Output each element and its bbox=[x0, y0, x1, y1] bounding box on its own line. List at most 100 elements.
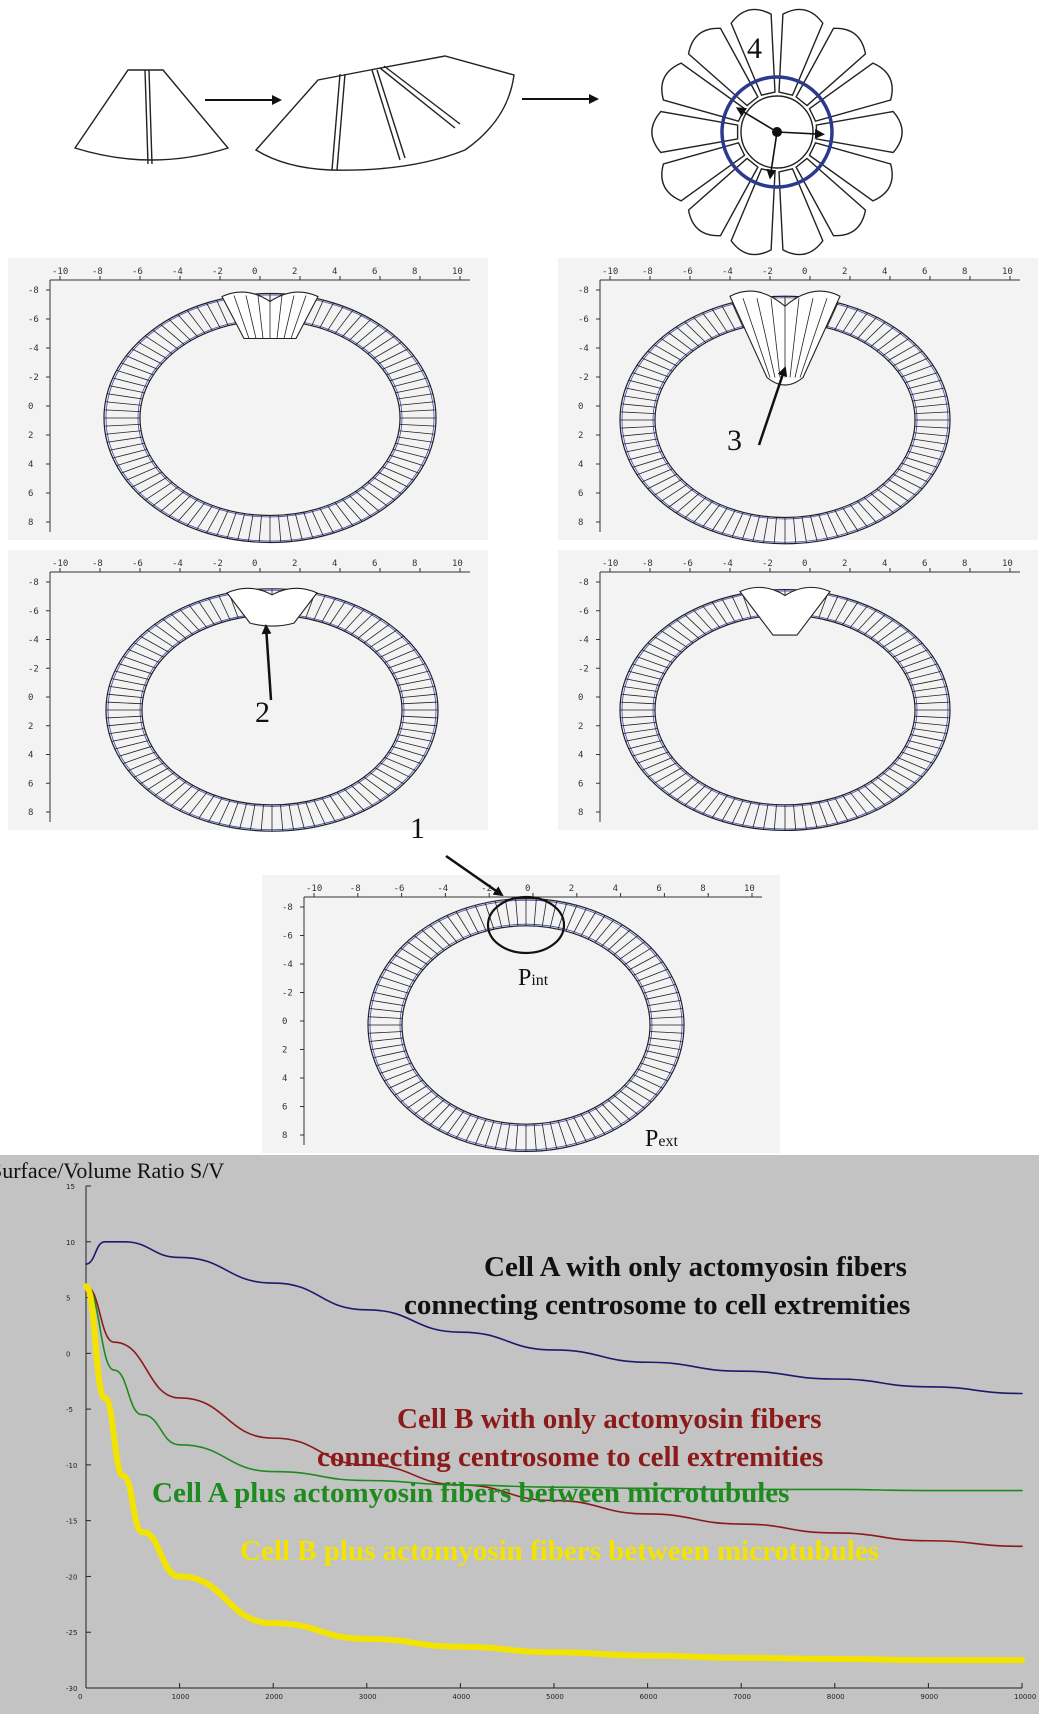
flower-petal-cell bbox=[687, 157, 759, 237]
chart-x-tick-label: 1000 bbox=[172, 1693, 190, 1701]
flower-petal-cell bbox=[808, 62, 893, 122]
invagination-zone bbox=[739, 586, 831, 636]
ring-x-tick-label: -4 bbox=[437, 884, 448, 894]
chart-y-tick-label: -5 bbox=[66, 1406, 73, 1414]
ring-y-tick-label: 0 bbox=[28, 402, 33, 412]
ring-x-tick-label: 6 bbox=[922, 559, 927, 569]
ring-y-tick-label: 8 bbox=[28, 808, 33, 818]
ring-x-tick-label: -2 bbox=[762, 267, 773, 277]
fan-stage-four-cells bbox=[254, 55, 515, 171]
ring-y-tick-label: 4 bbox=[28, 751, 33, 761]
ring-y-tick-label: -8 bbox=[578, 286, 589, 296]
ring-y-tick-label: 0 bbox=[282, 1017, 287, 1027]
centrosome-dot bbox=[772, 127, 782, 137]
ring-x-tick-label: 4 bbox=[332, 267, 337, 277]
chart-background bbox=[0, 1155, 1039, 1714]
invagination-wall bbox=[276, 295, 283, 339]
ring-y-tick-label: 4 bbox=[578, 460, 583, 470]
ring-y-tick-label: 0 bbox=[578, 402, 583, 412]
chart-y-tick-label: -25 bbox=[66, 1629, 77, 1637]
callout-number-1: 1 bbox=[410, 812, 425, 845]
ring-x-tick-label: 2 bbox=[842, 559, 847, 569]
ring-y-tick-label: 4 bbox=[282, 1074, 287, 1084]
ring-y-tick-label: -2 bbox=[28, 373, 39, 383]
flower-petal-cell bbox=[808, 142, 893, 202]
ring-y-tick-label: -8 bbox=[28, 578, 39, 588]
chart-x-tick-label: 5000 bbox=[546, 1693, 564, 1701]
chart-x-tick-label: 8000 bbox=[827, 1693, 845, 1701]
ring-x-tick-label: -4 bbox=[722, 267, 733, 277]
ring-x-tick-label: -10 bbox=[52, 267, 68, 277]
invagination-wall bbox=[257, 295, 264, 339]
ring-x-tick-label: -6 bbox=[682, 559, 693, 569]
p-int-highlight-circle bbox=[486, 895, 566, 955]
ring-x-tick-label: 0 bbox=[802, 267, 807, 277]
chart-annotation-label: Cell B plus actomyosin fibers between mi… bbox=[240, 1535, 879, 1567]
ring-panel: -10 -8 -6 -4 -2 0 2 4 6 8 10 -8 -6 -4 -2 0 2 4 6 8 bbox=[8, 258, 488, 544]
ring-x-tick-label: -10 bbox=[602, 267, 618, 277]
ring-x-tick-label: 0 bbox=[802, 559, 807, 569]
flower-petal-cell bbox=[730, 8, 776, 96]
ring-x-tick-label: 4 bbox=[613, 884, 618, 894]
ring-x-tick-label: -2 bbox=[762, 559, 773, 569]
ring-x-tick-label: 4 bbox=[882, 267, 887, 277]
ring-x-tick-label: 8 bbox=[962, 267, 967, 277]
chart-series-line-2 bbox=[85, 1285, 1023, 1548]
ring-cell-walls bbox=[368, 898, 684, 1152]
ring-x-tick-label: -10 bbox=[52, 559, 68, 569]
ring-x-tick-label: 10 bbox=[1002, 559, 1013, 569]
ring-x-tick-label: -2 bbox=[212, 559, 223, 569]
ring-y-tick-label: 0 bbox=[578, 693, 583, 703]
ring-y-tick-label: 2 bbox=[578, 431, 583, 441]
invagination-wall bbox=[799, 298, 828, 378]
ring-y-tick-label: -8 bbox=[28, 286, 39, 296]
invagination-wall bbox=[789, 298, 800, 378]
callout-arrow-1 bbox=[445, 854, 504, 897]
fan-stage-two-cells bbox=[73, 69, 230, 165]
ring-x-tick-label: 4 bbox=[332, 559, 337, 569]
chart-series-line-4 bbox=[83, 1283, 1025, 1664]
ring-y-tick-label: -4 bbox=[28, 636, 39, 646]
ring-x-tick-label: -10 bbox=[306, 884, 322, 894]
ring-x-tick-label: -2 bbox=[481, 884, 492, 894]
ring-panel: -10 -8 -6 -4 -2 0 2 4 6 8 10 -8 -6 -4 -2 0 2 4 6 8 bbox=[558, 258, 1038, 545]
ring-x-tick-label: 4 bbox=[882, 559, 887, 569]
ring-x-tick-label: -6 bbox=[132, 559, 143, 569]
invagination-wall bbox=[794, 298, 814, 378]
centrosome-force-arrow bbox=[766, 131, 778, 180]
ring-x-tick-label: -8 bbox=[92, 559, 103, 569]
chart-x-tick-label: 4000 bbox=[452, 1693, 470, 1701]
chart-y-tick-label: 5 bbox=[66, 1295, 70, 1303]
chart-x-tick-label: 2000 bbox=[265, 1693, 283, 1701]
chart-x-tick-label: 3000 bbox=[359, 1693, 377, 1701]
full-cell-assembly bbox=[651, 8, 903, 256]
chart-x-tick-label: 10000 bbox=[1014, 1693, 1036, 1701]
chart-y-axis-label: Surface/Volume Ratio S/V bbox=[0, 1158, 224, 1183]
ring-y-tick-label: -4 bbox=[578, 344, 589, 354]
ring-panel: -10 -8 -6 -4 -2 0 2 4 6 8 10 -8 -6 -4 -2 0 2 4 6 8 bbox=[558, 550, 1038, 832]
ring-x-tick-label: 6 bbox=[372, 267, 377, 277]
ring-panel-bg bbox=[262, 875, 780, 1153]
ring-x-tick-label: -8 bbox=[642, 267, 653, 277]
chart-x-tick-label: 0 bbox=[78, 1693, 82, 1701]
ring-y-tick-label: 6 bbox=[578, 489, 583, 499]
ring-x-tick-label: 10 bbox=[744, 884, 755, 894]
ring-y-tick-label: 4 bbox=[578, 751, 583, 761]
chart-y-tick-label: -10 bbox=[66, 1462, 77, 1470]
ring-panel: -10 -8 -6 -4 -2 0 2 4 6 8 10 -8 -6 -4 -2 0 2 4 6 8 bbox=[8, 550, 488, 832]
invagination-wall bbox=[283, 295, 295, 339]
ring-y-tick-label: 2 bbox=[578, 722, 583, 732]
ring-x-tick-label: -8 bbox=[642, 559, 653, 569]
ring-y-tick-label: -6 bbox=[28, 315, 39, 325]
callout-number-4: 4 bbox=[747, 32, 762, 65]
flower-petal-cell bbox=[687, 27, 759, 107]
ring-x-tick-label: 8 bbox=[412, 559, 417, 569]
ring-x-tick-label: 0 bbox=[525, 884, 530, 894]
ring-y-tick-label: -2 bbox=[28, 664, 39, 674]
flower-petal-cell bbox=[795, 157, 867, 237]
ring-y-tick-label: 8 bbox=[28, 518, 33, 528]
ring-x-tick-label: 6 bbox=[922, 267, 927, 277]
